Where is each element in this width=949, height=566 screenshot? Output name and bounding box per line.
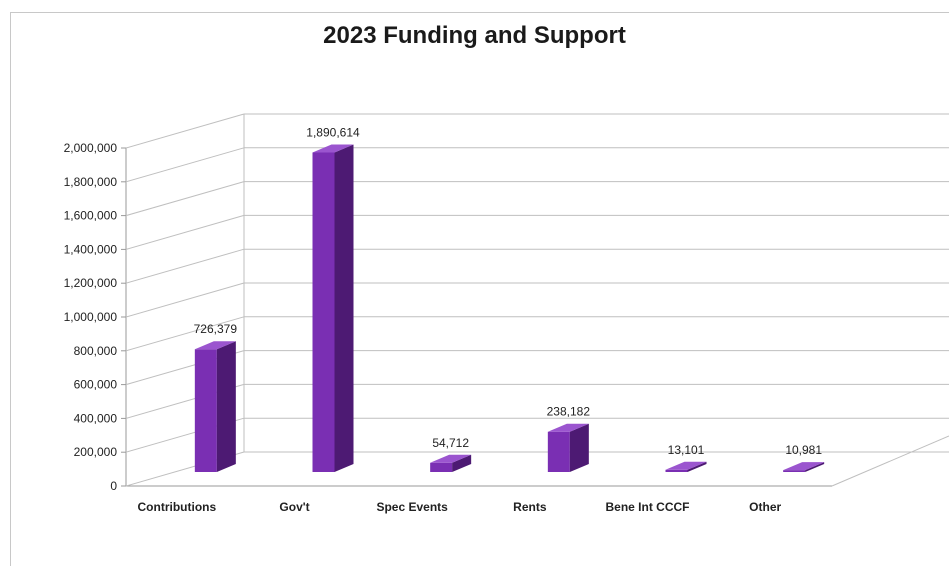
gridline-side	[125, 113, 245, 149]
x-axis: Contributions Gov't Spec Events Rents Bene I…	[138, 500, 782, 514]
y-tick-label: 400,000	[74, 411, 118, 425]
y-tick-label: 200,000	[74, 445, 118, 459]
x-category-label: Spec Events	[376, 500, 448, 514]
y-tick-label: 800,000	[74, 344, 118, 358]
data-label: 10,981	[785, 443, 822, 457]
y-tick-label: 1,800,000	[64, 175, 118, 189]
gridline-side	[125, 147, 245, 183]
bar-top-face	[783, 462, 825, 471]
bar-side-face	[687, 461, 707, 472]
x-category-label: Rents	[513, 500, 547, 514]
bar-front-face	[547, 431, 570, 472]
bar-top-face	[547, 423, 589, 432]
bar-3	[430, 454, 472, 472]
bar-2	[312, 144, 354, 472]
data-label: 13,101	[668, 443, 705, 457]
bar-side-face	[805, 462, 825, 472]
gridline-side	[125, 181, 245, 217]
data-label: 238,182	[547, 405, 591, 419]
bar-side-face	[452, 454, 472, 472]
y-tick-label: 1,000,000	[64, 310, 118, 324]
bar-front-face	[665, 469, 688, 472]
bar-top-face	[430, 454, 472, 463]
bar-side-face	[569, 423, 589, 472]
data-label: 1,890,614	[306, 125, 360, 139]
bar-side-face	[216, 341, 236, 472]
bar-front-face	[430, 462, 453, 472]
gridline-side	[125, 248, 245, 284]
data-labels: 726,379 1,890,614 54,712 238,182 13,101 10,98…	[194, 125, 823, 457]
y-tick-label: 600,000	[74, 378, 118, 392]
gridlines	[125, 113, 949, 487]
bar-6	[783, 462, 825, 472]
bar-4	[547, 423, 589, 472]
bar-top-face	[194, 341, 236, 350]
gridline-side	[125, 214, 245, 250]
bar-top-face	[312, 144, 354, 153]
bar-1	[194, 341, 236, 472]
x-category-label: Other	[749, 500, 781, 514]
bars	[194, 144, 825, 472]
chart-frame	[10, 12, 949, 566]
gridline-side	[125, 282, 245, 318]
x-category-label: Contributions	[138, 500, 217, 514]
floor-right-edge	[831, 435, 949, 487]
bar-front-face	[783, 470, 806, 472]
bar-front-face	[194, 349, 217, 472]
y-axis: 0 200,000 400,000 600,000 800,000 1,000,000 1,…	[64, 141, 126, 493]
chart-walls	[125, 114, 949, 487]
y-tick-label: 1,600,000	[64, 209, 118, 223]
bar-front-face	[312, 152, 335, 472]
bar-top-face	[665, 461, 707, 470]
data-label: 54,712	[432, 436, 469, 450]
data-label: 726,379	[194, 322, 238, 336]
y-tick-label: 0	[110, 479, 117, 493]
y-tick-label: 1,200,000	[64, 276, 118, 290]
x-category-label: Bene Int CCCF	[606, 500, 690, 514]
chart-title: 2023 Funding and Support	[323, 22, 626, 49]
y-tick-label: 1,400,000	[64, 242, 118, 256]
x-category-label: Gov't	[279, 500, 309, 514]
gridline-side	[125, 316, 245, 352]
bar-side-face	[334, 144, 354, 472]
y-tick-label: 2,000,000	[64, 141, 118, 155]
bar-5	[665, 461, 707, 472]
